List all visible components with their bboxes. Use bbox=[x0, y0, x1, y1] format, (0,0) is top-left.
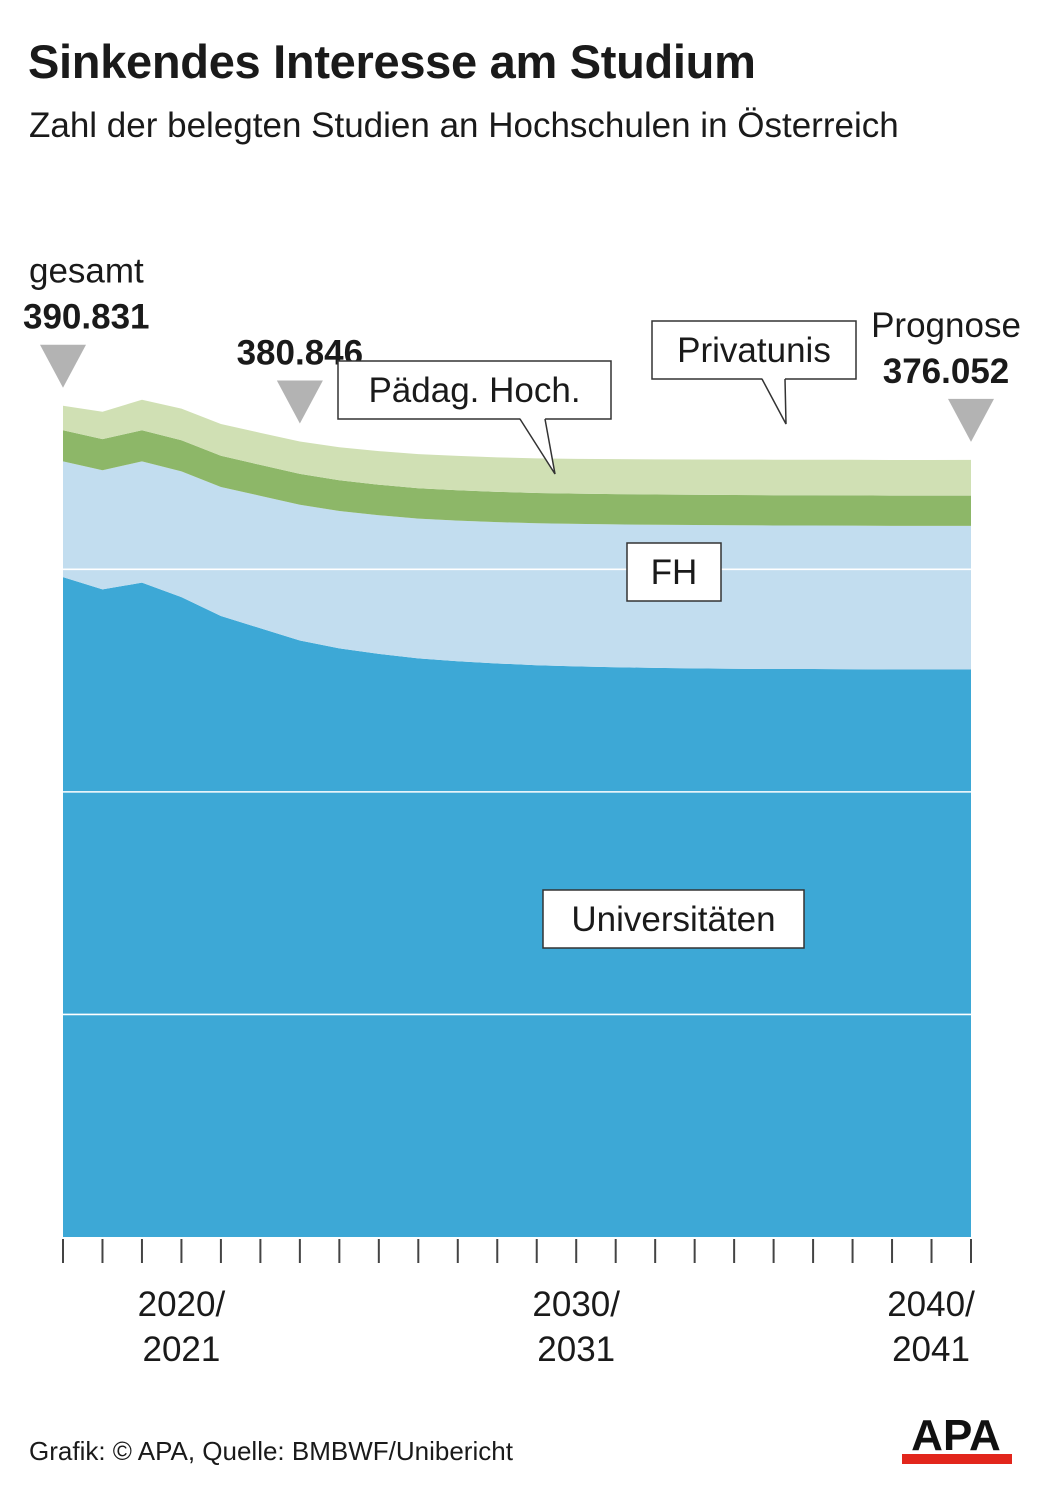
source-credit: Grafik: © APA, Quelle: BMBWF/Unibericht bbox=[29, 1436, 513, 1466]
logo-bar bbox=[902, 1454, 1012, 1464]
x-tick-label: 2040/ bbox=[887, 1285, 975, 1324]
total-prognose-marker bbox=[948, 398, 994, 442]
x-tick-label: 2020/ bbox=[138, 1285, 226, 1324]
x-tick-label: 2041 bbox=[892, 1330, 970, 1369]
area-universitaeten bbox=[63, 577, 971, 1237]
total-2023-marker bbox=[276, 380, 323, 424]
total-start-value: 390.831 bbox=[23, 298, 150, 337]
label-paedag-hoch-box bbox=[337, 360, 612, 420]
label-universitaeten-box bbox=[542, 889, 805, 949]
area-fh bbox=[63, 461, 971, 670]
label-paedag-hoch: Pädag. Hoch. bbox=[368, 371, 580, 410]
area-privatunis bbox=[63, 399, 971, 496]
total-prognose-value: 376.052 bbox=[883, 352, 1010, 391]
label-privatunis: Privatunis bbox=[677, 331, 831, 370]
x-tick-label: 2031 bbox=[537, 1330, 615, 1369]
total-start-label: gesamt bbox=[29, 252, 144, 291]
label-universitaeten: Universitäten bbox=[571, 900, 775, 939]
chart-subtitle: Zahl der belegten Studien an Hochschulen… bbox=[29, 106, 899, 145]
label-fh: FH bbox=[651, 553, 698, 592]
apa-logo: APA bbox=[902, 1414, 1012, 1464]
logo-text: APA bbox=[911, 1414, 1001, 1460]
label-paedag-hoch-pointer-outline bbox=[519, 418, 556, 475]
area-paedag-hoch bbox=[63, 430, 971, 526]
label-privatunis-box bbox=[651, 320, 857, 380]
total-prognose-label: Prognose bbox=[871, 306, 1021, 345]
total-start-marker bbox=[40, 344, 86, 388]
label-fh-box bbox=[626, 542, 722, 602]
chart-title: Sinkendes Interesse am Studium bbox=[28, 35, 756, 88]
x-tick-label: 2021 bbox=[142, 1330, 220, 1369]
x-tick-label: 2030/ bbox=[532, 1285, 620, 1324]
label-privatunis-pointer-outline bbox=[761, 378, 787, 425]
